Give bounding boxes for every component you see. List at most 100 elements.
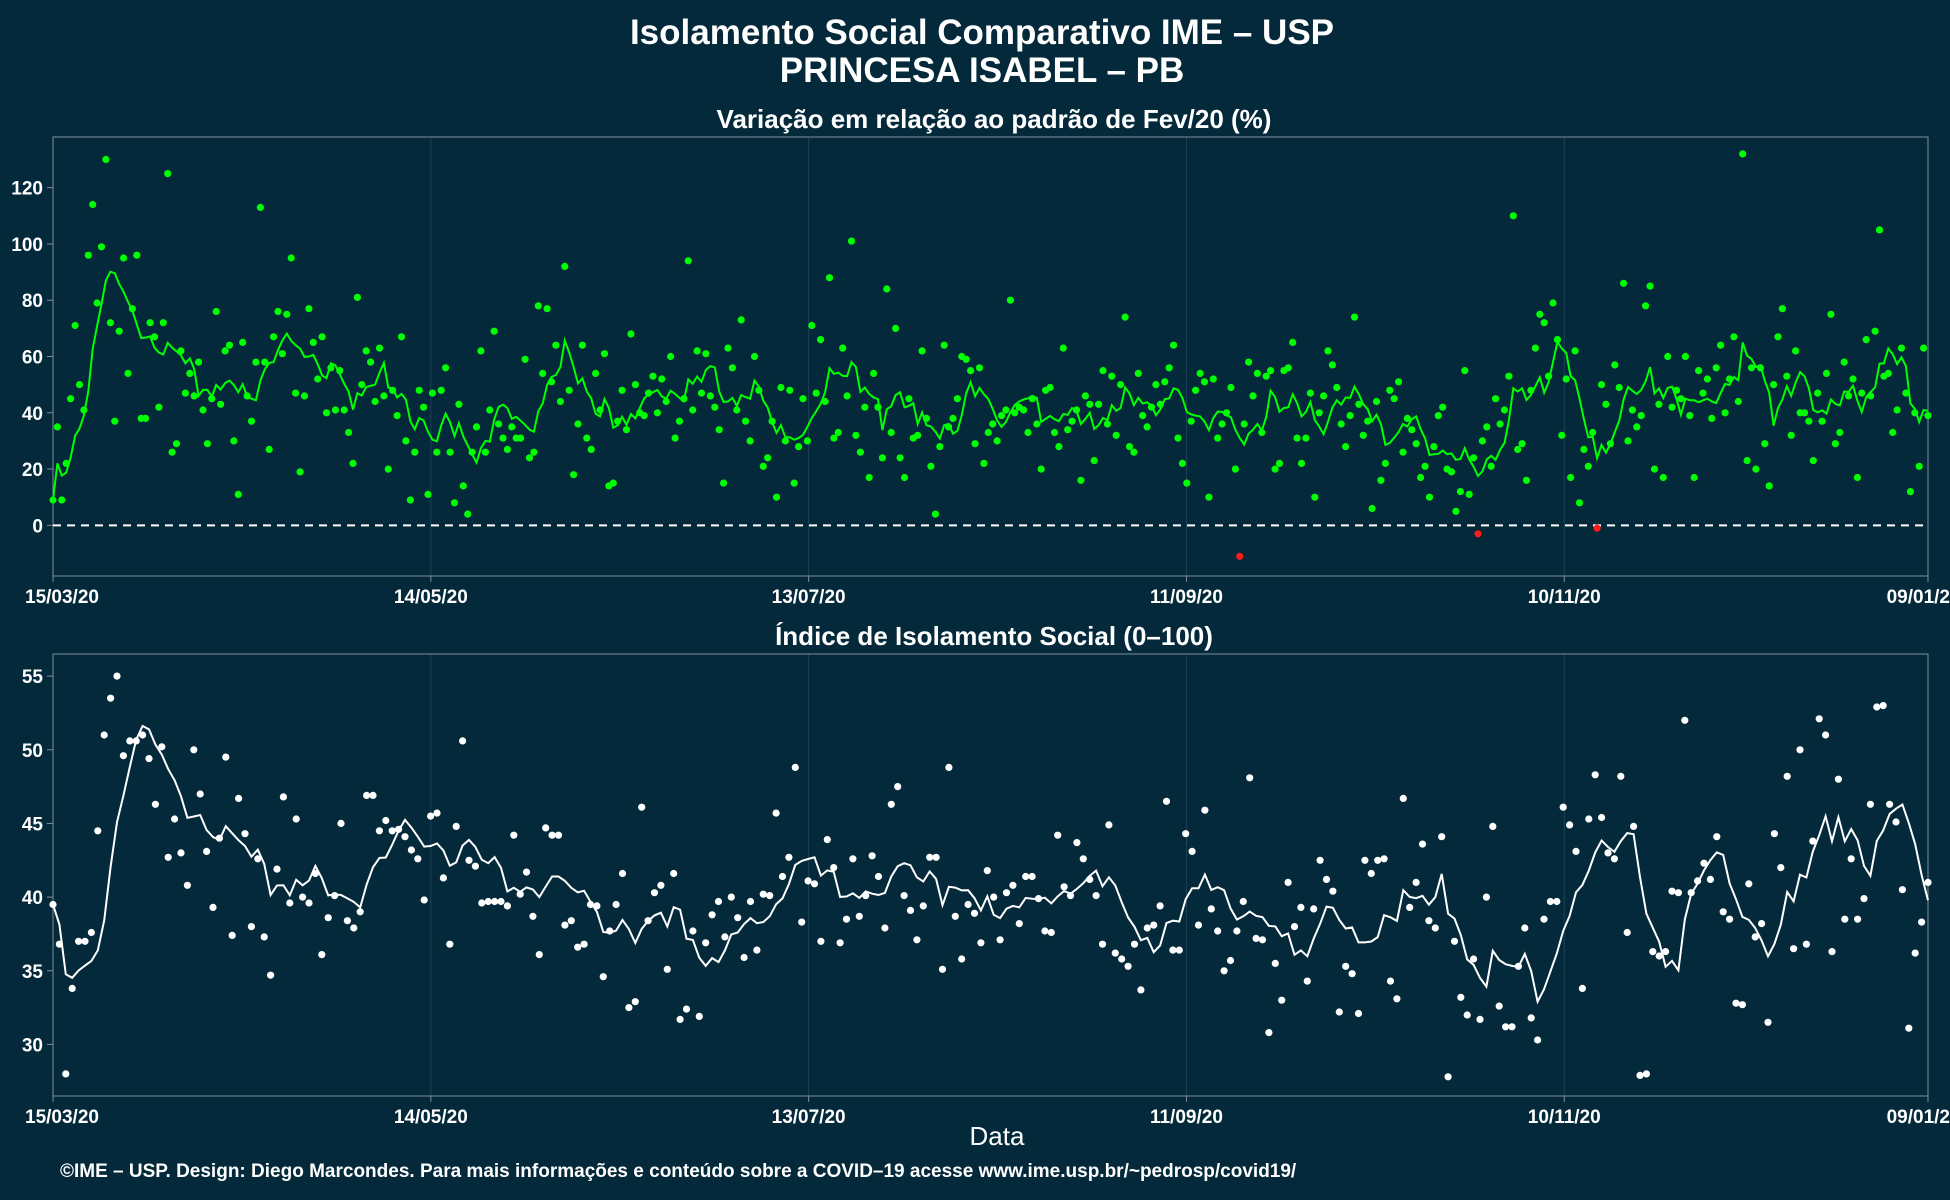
top-data-point bbox=[1372, 397, 1381, 406]
top-data-point bbox=[556, 397, 565, 406]
bottom-data-point bbox=[1169, 946, 1177, 954]
top-data-point bbox=[296, 468, 304, 476]
bottom-data-point bbox=[401, 833, 409, 841]
top-data-point bbox=[1853, 473, 1861, 482]
top-data-point bbox=[380, 392, 388, 400]
bottom-data-point bbox=[855, 912, 863, 920]
bottom-data-point bbox=[1700, 859, 1708, 867]
bottom-data-point bbox=[382, 816, 390, 825]
bottom-data-point bbox=[1591, 771, 1599, 779]
bottom-data-point bbox=[151, 800, 159, 808]
bottom-data-point bbox=[1374, 856, 1382, 864]
top-data-point bbox=[397, 333, 406, 341]
top-data-point bbox=[534, 302, 542, 310]
top-data-point bbox=[1117, 381, 1125, 389]
top-data-point bbox=[1659, 473, 1667, 482]
top-data-point bbox=[706, 392, 715, 400]
bottom-data-point bbox=[1521, 924, 1529, 932]
bottom-data-point bbox=[254, 855, 262, 863]
bottom-data-point bbox=[1233, 927, 1241, 935]
top-data-point bbox=[1496, 420, 1504, 428]
bottom-data-point bbox=[1361, 856, 1369, 864]
top-data-point bbox=[711, 403, 719, 411]
bottom-data-point bbox=[1380, 855, 1388, 863]
top-data-point bbox=[1090, 457, 1098, 465]
top-data-point bbox=[1187, 417, 1195, 425]
bottom-data-point bbox=[164, 853, 172, 861]
top-data-point bbox=[552, 341, 560, 349]
top-data-point bbox=[742, 417, 750, 425]
top-data-point bbox=[1099, 367, 1107, 375]
top-data-point bbox=[1778, 305, 1786, 313]
bottom-data-point bbox=[529, 912, 537, 920]
top-data-point bbox=[1077, 476, 1085, 484]
bottom-data-point bbox=[1809, 837, 1817, 845]
bottom-data-point bbox=[484, 897, 492, 906]
bottom-data-point bbox=[753, 946, 761, 954]
top-data-point bbox=[812, 389, 820, 397]
bottom-data-point bbox=[1847, 855, 1855, 863]
bottom-data-point bbox=[1188, 847, 1196, 856]
bottom-x-tick-label: 15/03/20 bbox=[25, 1107, 99, 1128]
top-data-point bbox=[1730, 333, 1738, 341]
top-data-point bbox=[195, 358, 203, 366]
top-data-point bbox=[971, 440, 979, 448]
bottom-data-point bbox=[113, 672, 121, 680]
bottom-data-point bbox=[606, 927, 614, 935]
bottom-data-point bbox=[286, 899, 294, 907]
top-data-point bbox=[1020, 406, 1028, 414]
top-data-point bbox=[190, 392, 198, 400]
bottom-panel-border bbox=[52, 653, 1929, 1097]
top-data-point bbox=[737, 316, 745, 324]
top-data-point bbox=[750, 352, 759, 361]
bottom-data-point bbox=[1054, 831, 1062, 839]
top-data-point bbox=[1068, 417, 1076, 425]
bottom-data-point bbox=[343, 917, 351, 925]
top-data-point bbox=[1862, 336, 1870, 344]
bottom-data-point bbox=[446, 940, 454, 948]
top-data-point bbox=[309, 338, 317, 346]
top-data-point bbox=[1275, 459, 1284, 467]
bottom-data-point bbox=[1636, 1071, 1644, 1079]
top-data-point bbox=[967, 367, 975, 375]
top-data-point bbox=[1637, 412, 1645, 420]
bottom-data-point bbox=[427, 812, 435, 820]
top-data-point bbox=[1461, 367, 1469, 375]
bottom-data-point bbox=[1412, 878, 1420, 887]
top-data-point bbox=[300, 392, 309, 400]
bottom-data-point bbox=[1092, 892, 1100, 900]
top-data-point bbox=[662, 397, 670, 406]
bottom-data-point bbox=[1886, 800, 1894, 808]
bottom-data-point bbox=[721, 933, 729, 941]
top-data-point bbox=[984, 428, 992, 437]
bottom-data-point bbox=[906, 906, 915, 915]
top-data-point bbox=[1342, 443, 1350, 451]
top-data-point bbox=[781, 437, 790, 445]
top-y-tick-label: 0 bbox=[32, 516, 43, 537]
top-data-point bbox=[318, 333, 326, 341]
bottom-data-point bbox=[951, 912, 959, 920]
bottom-data-point bbox=[1790, 945, 1798, 953]
bottom-data-point bbox=[1905, 1024, 1913, 1032]
bottom-data-point bbox=[1482, 893, 1490, 901]
bottom-data-point bbox=[62, 1070, 70, 1078]
top-data-point bbox=[1240, 420, 1248, 428]
bottom-data-point bbox=[1194, 921, 1203, 929]
top-data-point bbox=[1055, 443, 1063, 451]
bottom-data-point bbox=[491, 897, 499, 906]
bottom-data-point bbox=[586, 900, 595, 909]
top-data-point bbox=[1161, 378, 1169, 386]
top-data-point bbox=[1328, 361, 1336, 369]
top-data-point bbox=[945, 423, 953, 431]
top-data-point bbox=[1284, 364, 1292, 372]
top-data-point bbox=[1324, 347, 1332, 355]
top-data-point bbox=[62, 459, 70, 467]
bottom-data-point bbox=[1086, 875, 1094, 884]
top-x-tick-label: 10/11/20 bbox=[1528, 587, 1601, 608]
top-data-point bbox=[1452, 507, 1460, 515]
top-data-point bbox=[834, 428, 842, 437]
bottom-data-point bbox=[235, 794, 243, 803]
top-data-point bbox=[565, 386, 573, 394]
top-data-point bbox=[697, 389, 706, 397]
